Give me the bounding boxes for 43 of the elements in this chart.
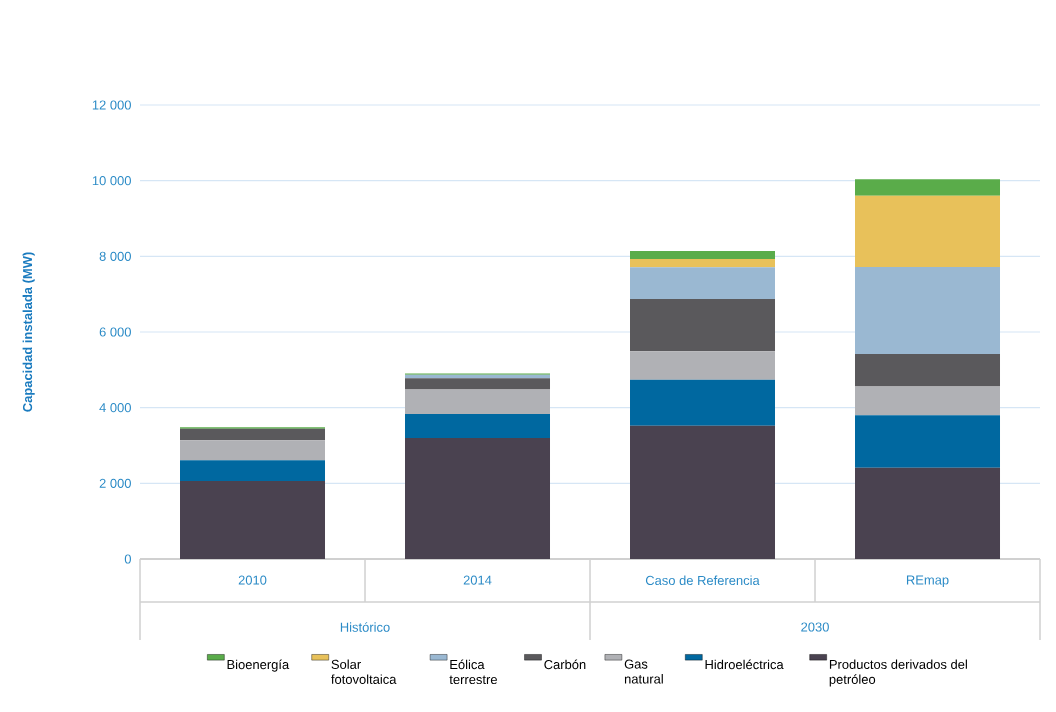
bar (855, 179, 1001, 196)
bar (630, 258, 775, 268)
bar (630, 299, 775, 352)
bar (630, 379, 775, 426)
bar (405, 437, 550, 559)
bar (630, 351, 775, 380)
x-tick-label: 2010 (238, 575, 267, 585)
bar (855, 467, 1001, 559)
y-tick-label: 8 000 (99, 251, 131, 261)
y-tick-label: 12 000 (92, 100, 131, 110)
y-axis-title: Capacidad instalada (MW) (22, 252, 35, 412)
y-tick-label: 0 (124, 554, 131, 564)
y-tick-label: 2 000 (99, 478, 131, 488)
text: Histórico (340, 622, 390, 632)
bar (855, 195, 1001, 267)
bar (405, 389, 550, 415)
x-tick-label: 2014 (463, 575, 492, 585)
legend-label: Carbón (544, 659, 586, 670)
legend-label: Hidroeléctrica (705, 659, 784, 670)
bar (855, 415, 1001, 468)
bar (405, 378, 550, 390)
legend-label: Eólica terrestre (449, 659, 497, 685)
bar (180, 440, 325, 461)
x-tick-label: REmap (906, 575, 949, 588)
bar (180, 460, 325, 482)
bar (855, 353, 1001, 387)
bar (855, 386, 1001, 416)
y-tick-label: 4 000 (99, 403, 131, 413)
legend-label: Productos derivados del petróleo (829, 659, 967, 687)
y-tick-label: 6 000 (99, 327, 131, 337)
legend-label: Bioenergía (227, 659, 290, 672)
legend-label: Gas natural (624, 659, 663, 684)
bar (855, 266, 1001, 354)
y-tick-label: 10 000 (92, 176, 131, 186)
bar (630, 425, 775, 559)
bar (630, 267, 775, 300)
x-tick-label: Caso de Referencia (645, 575, 760, 586)
bar (630, 251, 775, 259)
bar (405, 414, 550, 438)
legend-label: Solar fotovoltaica (331, 659, 397, 684)
bar (180, 481, 325, 559)
bar (180, 428, 325, 441)
text: 2030 (801, 622, 829, 632)
